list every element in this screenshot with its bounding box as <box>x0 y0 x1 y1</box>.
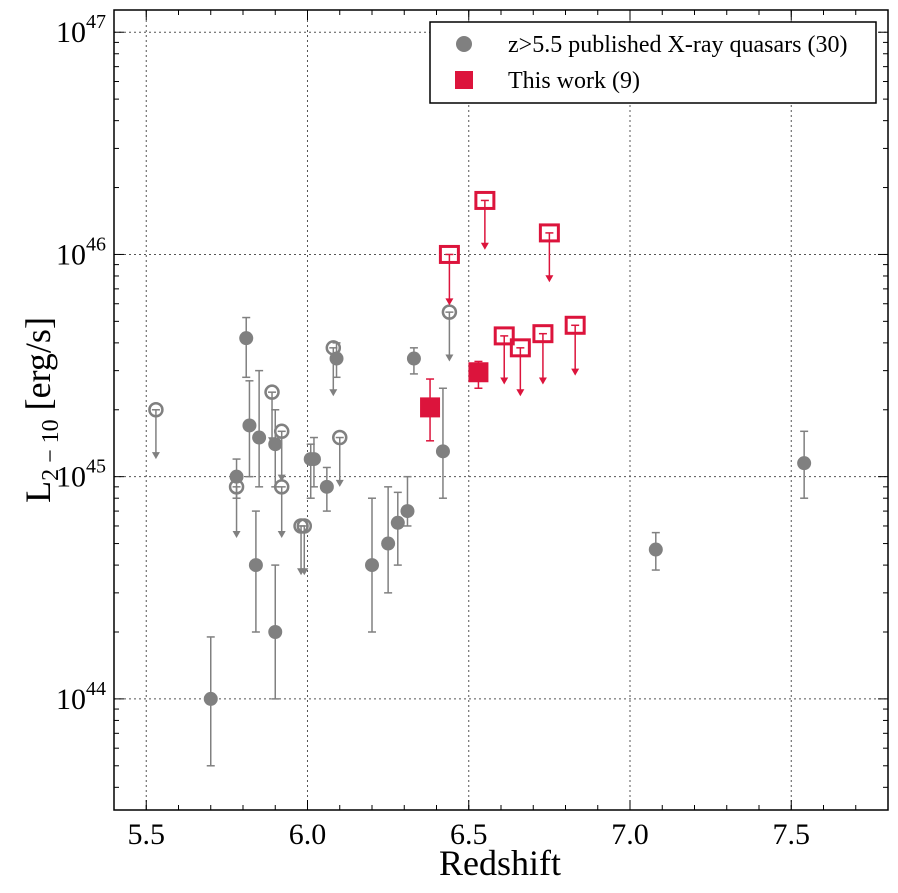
data-point <box>365 558 379 573</box>
plot-frame <box>113 9 889 811</box>
data-point <box>248 558 263 573</box>
data-point <box>400 504 415 519</box>
y-axis-label-subscript: 2 − 10 <box>38 419 64 481</box>
y-tick-label: 1046 <box>56 233 106 271</box>
y-tick-label: 1044 <box>56 678 106 716</box>
upper-limit-point <box>438 244 460 264</box>
upper-limit-arrowhead <box>277 474 286 482</box>
x-axis-label: Redshift <box>439 843 561 883</box>
upper-limit-point <box>273 479 290 495</box>
data-point <box>648 542 663 557</box>
y-axis-label-unit: [erg/s] <box>18 317 58 419</box>
upper-limit-point <box>264 384 280 400</box>
data-point <box>268 624 283 639</box>
upper-limit-point <box>538 223 560 243</box>
upper-limit-arrowhead <box>232 530 241 538</box>
x-tick-label: 7.5 <box>773 818 811 851</box>
legend-label-published: z>5.5 published X-ray quasars (30) <box>508 32 847 58</box>
data-point <box>242 418 257 433</box>
data-point <box>381 536 396 551</box>
upper-limit-point <box>509 338 531 358</box>
upper-limit-point <box>441 304 458 320</box>
series-published <box>148 304 812 767</box>
upper-limit-arrowhead <box>516 389 525 397</box>
legend: z>5.5 published X-ray quasars (30) This … <box>429 21 877 104</box>
upper-limit-point <box>273 423 290 440</box>
legend-marker-published <box>456 36 472 52</box>
data-point <box>406 351 421 366</box>
upper-limit-arrowhead <box>151 452 160 460</box>
upper-limit-point <box>148 402 164 418</box>
upper-limit-arrowhead <box>445 298 454 306</box>
data-point <box>252 430 267 445</box>
upper-limit-arrowhead <box>300 568 309 576</box>
upper-limit-arrowhead <box>480 242 489 250</box>
data-point <box>420 397 441 418</box>
y-axis-ticks: 1044 1045 1046 1047 <box>56 11 888 716</box>
minor-ticks <box>113 10 889 810</box>
x-tick-label: 6.0 <box>289 818 327 851</box>
upper-limit-point <box>332 429 348 446</box>
upper-limit-point <box>532 324 554 344</box>
series-this-work <box>420 190 586 442</box>
upper-limit-arrowhead <box>277 530 286 538</box>
upper-limit-point <box>296 518 313 534</box>
legend-marker-this-work <box>455 71 473 89</box>
x-tick-label: 6.5 <box>450 818 488 851</box>
grid <box>114 10 888 810</box>
y-axis-label: L2 − 10 [erg/s] <box>18 317 64 503</box>
y-axis-label-main: L <box>18 481 58 503</box>
data-point <box>435 444 450 459</box>
upper-limit-arrowhead <box>500 377 509 385</box>
upper-limit-point <box>325 340 342 356</box>
x-tick-label: 7.0 <box>611 818 649 851</box>
data-point <box>319 479 334 494</box>
legend-box <box>429 21 877 104</box>
data-point <box>468 362 489 383</box>
upper-limit-point <box>564 315 586 335</box>
y-tick-label: 1047 <box>56 11 106 49</box>
data-point <box>390 515 405 530</box>
x-tick-label: 5.5 <box>128 818 166 851</box>
upper-limit-arrowhead <box>445 354 454 362</box>
upper-limit-arrowhead <box>545 275 554 283</box>
data-point <box>306 452 321 467</box>
upper-limit-arrowhead <box>571 368 580 376</box>
data-point <box>239 331 254 346</box>
upper-limit-point <box>474 190 496 210</box>
y-tick-label: 1045 <box>56 456 106 494</box>
upper-limit-arrowhead <box>335 479 344 487</box>
upper-limit-point <box>228 479 245 495</box>
x-axis-ticks: 5.5 6.0 6.5 7.0 7.5 <box>128 10 811 851</box>
upper-limit-arrowhead <box>268 437 277 445</box>
data-point <box>797 456 812 471</box>
legend-label-this-work: This work (9) <box>508 68 640 94</box>
data-point <box>203 691 218 706</box>
upper-limit-arrowhead <box>329 389 338 397</box>
upper-limit-point <box>493 326 515 346</box>
upper-limit-arrowhead <box>538 377 547 385</box>
